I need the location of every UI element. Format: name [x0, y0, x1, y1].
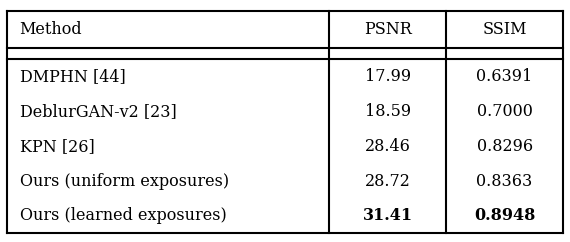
- Text: Ours (uniform exposures): Ours (uniform exposures): [19, 173, 229, 189]
- Text: 17.99: 17.99: [365, 68, 411, 85]
- Text: Method: Method: [19, 21, 82, 38]
- Text: DMPHN [44]: DMPHN [44]: [19, 68, 125, 85]
- Text: 28.46: 28.46: [365, 138, 411, 155]
- Text: 0.8296: 0.8296: [477, 138, 532, 155]
- Text: 18.59: 18.59: [365, 103, 411, 120]
- Text: 0.6391: 0.6391: [477, 68, 533, 85]
- Text: 0.8363: 0.8363: [477, 173, 533, 189]
- Text: 31.41: 31.41: [363, 207, 413, 225]
- Text: SSIM: SSIM: [482, 21, 527, 38]
- Text: 0.8948: 0.8948: [474, 207, 535, 225]
- Text: 0.7000: 0.7000: [477, 103, 532, 120]
- Text: DeblurGAN-v2 [23]: DeblurGAN-v2 [23]: [19, 103, 176, 120]
- Text: 28.72: 28.72: [365, 173, 411, 189]
- Text: Ours (learned exposures): Ours (learned exposures): [19, 207, 226, 225]
- Text: PSNR: PSNR: [364, 21, 412, 38]
- Text: KPN [26]: KPN [26]: [19, 138, 94, 155]
